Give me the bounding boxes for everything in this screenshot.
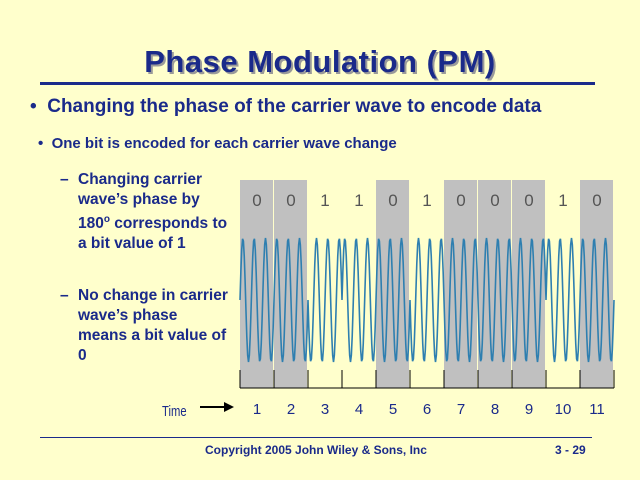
bit-label: 0 xyxy=(252,191,261,210)
bit-labels: 0 0 1 1 0 1 0 0 0 1 0 xyxy=(252,191,601,210)
time-label: Time xyxy=(162,402,187,419)
period-ticks xyxy=(239,370,615,388)
bit-label: 1 xyxy=(320,191,329,210)
degree-sup: o xyxy=(103,214,110,225)
period-labels: 1 2 3 4 5 6 7 8 9 10 11 xyxy=(253,401,605,418)
period-label: 3 xyxy=(321,401,329,418)
bit-label: 0 xyxy=(592,191,601,210)
footer-rule xyxy=(40,437,592,438)
period-label: 7 xyxy=(457,401,465,418)
title-underline xyxy=(40,82,595,85)
bit-label: 1 xyxy=(354,191,363,210)
period-label: 5 xyxy=(389,401,397,418)
period-label: 10 xyxy=(555,401,572,418)
bit-label: 0 xyxy=(388,191,397,210)
period-label: 6 xyxy=(423,401,431,418)
copyright: Copyright 2005 John Wiley & Sons, Inc xyxy=(205,443,427,457)
bullet-2: • One bit is encoded for each carrier wa… xyxy=(38,135,397,152)
slide-title: Phase Modulation (PM) xyxy=(144,44,496,79)
period-label: 4 xyxy=(355,401,363,418)
period-label: 8 xyxy=(491,401,499,418)
sub-bullet-1-text: Changing carrier wave’s phase by 180 xyxy=(78,171,203,233)
bit-label: 0 xyxy=(524,191,533,210)
bit-label: 0 xyxy=(456,191,465,210)
bullet-2-text: One bit is encoded for each carrier wave… xyxy=(51,135,397,152)
period-label: 11 xyxy=(589,401,605,418)
bit-label: 0 xyxy=(490,191,499,210)
time-arrow xyxy=(200,402,234,412)
period-label: 2 xyxy=(287,401,295,418)
period-label: 1 xyxy=(253,401,261,418)
sub-bullet-1-rest: corresponds to a bit value of 1 xyxy=(78,215,228,253)
sub-bullet-2-text: No change in carrier wave’s phase means … xyxy=(78,287,228,364)
carrier-wave xyxy=(239,237,615,363)
bit-label: 1 xyxy=(422,191,431,210)
page-number: 3 - 29 xyxy=(555,443,586,457)
bullet-1: • Changing the phase of the carrier wave… xyxy=(30,96,542,117)
bullet-1-text: Changing the phase of the carrier wave t… xyxy=(47,96,542,117)
bit-label: 1 xyxy=(558,191,567,210)
bit-label: 0 xyxy=(286,191,295,210)
period-label: 9 xyxy=(525,401,533,418)
